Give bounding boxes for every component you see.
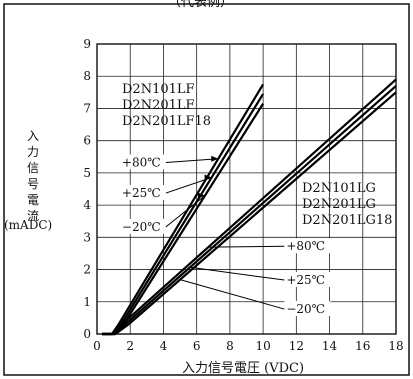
x-tick-label: 4 [160, 339, 168, 353]
annotation-bg [119, 218, 166, 234]
chart-title-fragment: （代表例） [168, 0, 234, 10]
legend-lg-group: D2N101LG D2N201LG D2N201LG18 [302, 181, 392, 229]
temperature-label: +80℃ [122, 155, 161, 169]
temperature-label: +80℃ [286, 239, 325, 253]
temperature-label: −20℃ [122, 220, 161, 234]
leader-line [165, 177, 212, 194]
y-axis-label: 入 力 信 号 電 流 [20, 128, 46, 224]
x-tick-label: 6 [193, 339, 201, 353]
figure-frame [3, 3, 410, 376]
arrowhead [204, 174, 212, 181]
legend-lf-group: D2N101LF D2N201LF D2N201LF18 [122, 82, 211, 130]
arrowhead [197, 192, 205, 199]
x-tick-label: 10 [255, 339, 270, 353]
series-line [101, 91, 397, 336]
arrowhead [211, 155, 219, 162]
y-axis-label-char: 流 [26, 209, 39, 223]
y-axis-unit: (mADC) [4, 218, 53, 232]
y-tick-label: 5 [83, 166, 91, 180]
legend-entry: D2N201LG18 [302, 213, 393, 228]
legend-entry: D2N101LF [122, 82, 195, 97]
x-tick-label: 18 [388, 339, 403, 353]
y-axis-label-char: 号 [26, 177, 39, 191]
temperature-label: +25℃ [286, 273, 325, 287]
y-axis-label-char: 信 [26, 161, 39, 175]
x-tick-label: 16 [355, 339, 370, 353]
y-tick-label: 9 [83, 37, 91, 51]
leader-line [208, 245, 285, 248]
legend-entry: D2N201LG [302, 197, 376, 212]
leader-line [165, 158, 219, 163]
legend-entry: D2N101LG [302, 181, 376, 196]
y-axis-label-char: 入 [26, 129, 39, 143]
annotation-bg [284, 272, 331, 288]
y-tick-label: 2 [83, 263, 91, 277]
y-tick-label: 6 [83, 134, 91, 148]
x-tick-label: 8 [226, 339, 234, 353]
annotation-bg [284, 238, 331, 254]
y-tick-label: 1 [83, 295, 91, 309]
x-tick-label: 2 [126, 339, 134, 353]
x-axis-label: 入力信号電圧 (VDC) [182, 361, 305, 376]
y-tick-label: 8 [83, 69, 91, 83]
legend-entry: D2N201LF [122, 98, 195, 113]
x-tick-label: 0 [93, 339, 101, 353]
x-tick-label: 12 [289, 339, 304, 353]
y-axis-label-char: 力 [26, 145, 39, 159]
annotation-bg [119, 154, 166, 170]
y-axis-label-char: 電 [26, 193, 39, 207]
leader-line [179, 279, 285, 310]
x-tick-label: 14 [322, 339, 338, 353]
temperature-label: −20℃ [286, 302, 325, 316]
legend-entry: D2N201LF18 [122, 114, 212, 129]
temperature-label: +25℃ [122, 186, 161, 200]
leader-line [189, 266, 285, 281]
plot-border [96, 43, 397, 335]
y-tick-label: 4 [83, 198, 91, 212]
leader-line [165, 195, 206, 228]
y-tick-label: 7 [83, 101, 91, 115]
y-tick-label: 0 [83, 327, 91, 341]
y-tick-label: 3 [83, 230, 91, 244]
annotation-bg [284, 301, 331, 317]
annotation-bg [119, 185, 166, 201]
